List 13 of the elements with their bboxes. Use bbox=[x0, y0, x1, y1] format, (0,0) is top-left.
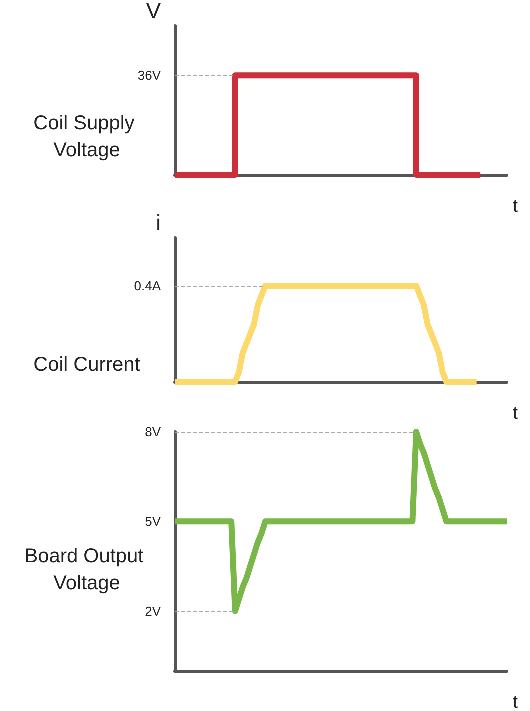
text: Board Output Voltage bbox=[24, 546, 150, 594]
y-axis-title: i bbox=[156, 210, 161, 236]
y-tick-label: 2V bbox=[145, 604, 162, 619]
y-tick-label: 8V bbox=[145, 424, 162, 440]
x-axis-title: t bbox=[513, 403, 518, 423]
text: Coil Current bbox=[34, 354, 141, 376]
ref-line-label: 0.4A bbox=[134, 278, 162, 294]
y-tick-label: 5V bbox=[145, 514, 162, 530]
x-axis-title: t bbox=[513, 196, 518, 216]
text: Coil Supply Voltage bbox=[34, 112, 140, 162]
x-axis-title: t bbox=[513, 692, 518, 711]
ref-line-label: 36V bbox=[138, 68, 162, 84]
y-axis-title: V bbox=[146, 0, 162, 24]
